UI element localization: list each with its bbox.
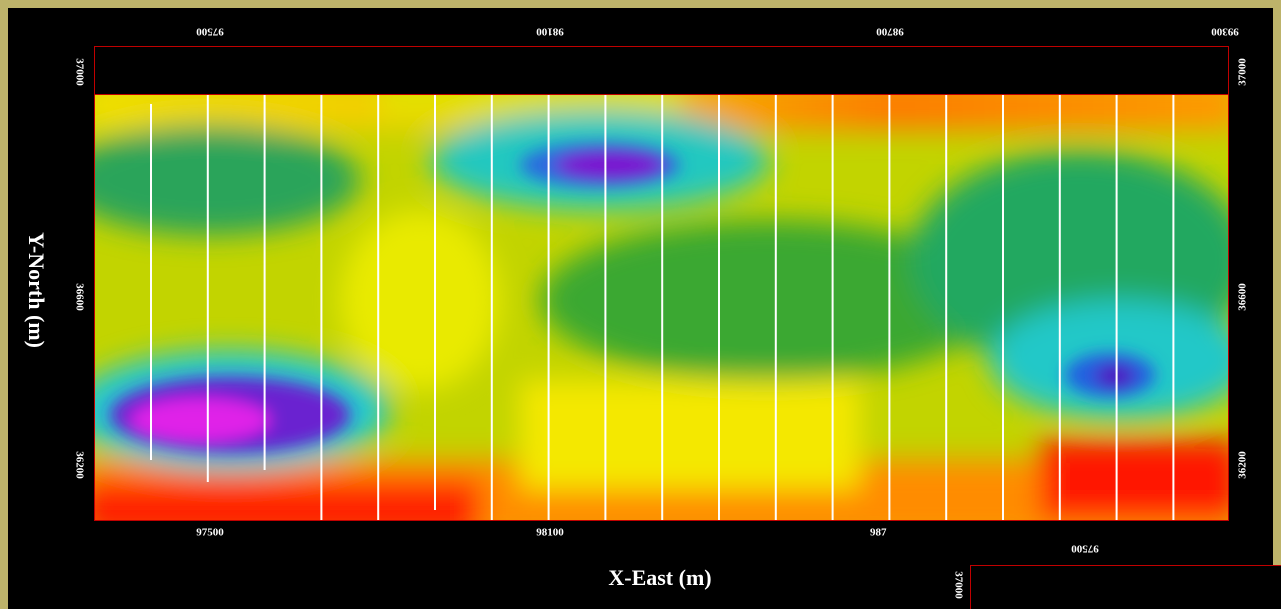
left-tick-label: 36600 xyxy=(73,283,85,311)
right-tick-label: 36600 xyxy=(1237,283,1249,311)
y-axis-title: Y-North (m) xyxy=(24,232,49,348)
top-band xyxy=(94,46,1229,95)
bottom-tick-label: 987 xyxy=(870,527,887,539)
inset-panel xyxy=(970,565,1281,609)
inset-top-tick: 97500 xyxy=(1071,542,1099,554)
left-tick-label: 37000 xyxy=(73,58,85,86)
bottom-tick-label: 97500 xyxy=(196,527,224,539)
left-tick-label: 36200 xyxy=(73,451,85,479)
top-tick-label: 98700 xyxy=(876,25,904,37)
x-axis-title: X-East (m) xyxy=(608,565,711,590)
plot-border xyxy=(94,94,1229,521)
top-tick-label: 97500 xyxy=(196,25,224,37)
contour-map xyxy=(94,94,1228,520)
top-tick-label: 98100 xyxy=(536,25,564,37)
bottom-tick-label: 98100 xyxy=(536,527,564,539)
right-tick-label: 37000 xyxy=(1237,58,1249,86)
right-tick-label: 36200 xyxy=(1237,451,1249,479)
top-tick-label: 99300 xyxy=(1211,25,1239,37)
inset-left-tick: 37000 xyxy=(952,571,964,599)
